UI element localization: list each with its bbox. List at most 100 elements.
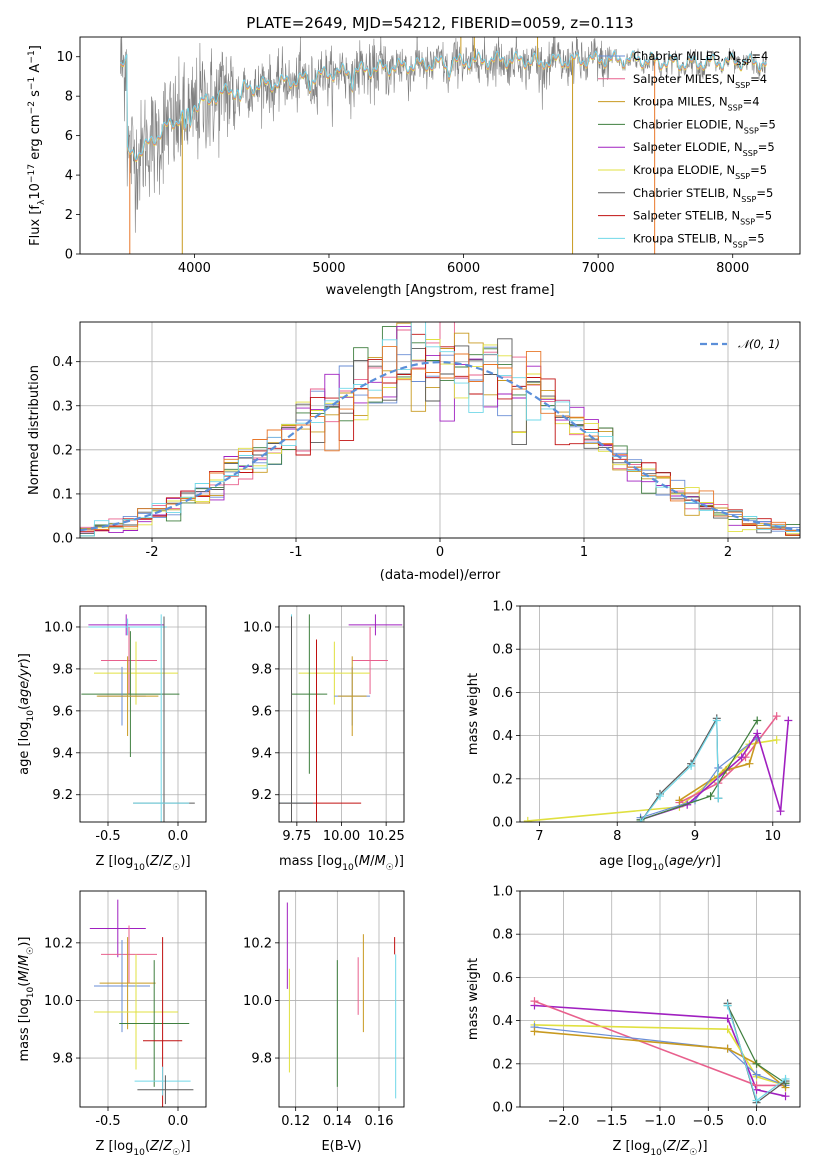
y-axis-label: mass weight [466, 673, 481, 755]
legend-label: Kroupa STELIB, NSSP=5 [633, 231, 765, 249]
x-tick-label: 9 [691, 829, 699, 844]
y-tick-label: 10.2 [44, 936, 73, 951]
x-tick-label: 5000 [312, 261, 345, 276]
x-tick-label: −1.0 [644, 1114, 676, 1129]
series-line [534, 1030, 787, 1089]
y-tick-label: 0.1 [52, 487, 73, 502]
x-tick-label: 0.16 [365, 1114, 394, 1129]
data-point-marker [781, 1092, 790, 1101]
y-tick-label: 9.6 [251, 704, 272, 719]
x-tick-label: 4000 [178, 261, 211, 276]
legend-label: Salpeter ELODIE, NSSP=5 [633, 140, 775, 158]
y-axis-label: age [log10(age/yr)] [17, 653, 36, 775]
spectrum-model-line [120, 50, 767, 161]
x-tick-label: 1 [580, 545, 588, 560]
x-tick-label: 0.0 [168, 829, 189, 844]
y-tick-label: 9.2 [251, 788, 272, 803]
series-line [678, 737, 758, 802]
histogram-step [80, 322, 800, 537]
y-tick-label: 9.2 [52, 788, 73, 803]
x-axis-label: Z [log10(Z/Z☉)] [95, 854, 190, 873]
data-point-marker [772, 735, 781, 744]
x-tick-label: 10 [765, 829, 782, 844]
y-tick-label: 0.6 [492, 686, 513, 701]
y-axis-label: Flux [fλ10−17 erg cm−2 s−1 A−1] [27, 45, 47, 246]
x-tick-label: 7 [535, 829, 543, 844]
y-tick-label: 10.2 [243, 936, 272, 951]
x-tick-label: 6000 [447, 261, 480, 276]
legend-label: Kroupa MILES, NSSP=4 [633, 95, 760, 113]
data-point-marker [712, 716, 721, 725]
panel-massweight-vs-Z: −2.0 −1.5 −1.0 −0.5 0.0 0.0 0.2 0.4 0.6 0.8 1.0 Z [… [466, 885, 801, 1158]
legend-label: Salpeter MILES, NSSP=4 [633, 72, 767, 90]
y-tick-label: 2 [65, 208, 73, 223]
x-axis-label: Z [log10(Z/Z☉)] [95, 1139, 190, 1158]
y-tick-label: 0.0 [52, 532, 73, 547]
y-tick-label: 10.0 [44, 620, 73, 635]
data-point-marker [776, 807, 785, 816]
x-tick-label: 8 [613, 829, 621, 844]
panel-mass-vs-Z: -0.5 0.0 9.8 10.0 10.2 Z [log10(Z/Z☉)] mass [l… [17, 890, 207, 1158]
y-tick-label: 0.4 [492, 1014, 513, 1029]
y-tick-label: 1.0 [492, 885, 513, 900]
data-point-marker [745, 759, 754, 768]
y-tick-label: 0.3 [52, 399, 73, 414]
y-tick-label: 9.8 [52, 662, 73, 677]
data-point-marker [752, 1070, 761, 1079]
axes-frame [519, 890, 801, 1108]
axes-frame [79, 605, 207, 823]
y-tick-label: 10 [56, 50, 73, 65]
y-tick-label: 9.8 [251, 1052, 272, 1067]
data-point-marker [753, 716, 762, 725]
y-tick-label: 0.2 [52, 443, 73, 458]
y-tick-label: 0.4 [492, 729, 513, 744]
axes-frame [278, 890, 405, 1108]
histogram-step [80, 338, 800, 535]
x-tick-label: 0.0 [168, 1114, 189, 1129]
data-point-marker [752, 1096, 761, 1105]
y-tick-label: 9.8 [251, 662, 272, 677]
spectrum-data-line [120, 37, 767, 233]
x-axis-label: (data-model)/error [380, 568, 501, 583]
legend-label: Chabrier STELIB, NSSP=5 [633, 186, 773, 204]
data-point-marker [675, 796, 684, 805]
y-tick-label: 4 [65, 169, 73, 184]
y-tick-label: 0.4 [52, 355, 73, 370]
y-tick-label: 0.2 [492, 1057, 513, 1072]
y-tick-label: 1.0 [492, 600, 513, 615]
axes-frame [79, 321, 801, 539]
histogram-step [80, 333, 800, 536]
x-tick-label: −2.0 [548, 1114, 580, 1129]
data-point-marker [656, 792, 664, 801]
figure-title: PLATE=2649, MJD=54212, FIBERID=0059, z=0… [246, 14, 633, 32]
data-point-marker [706, 792, 715, 801]
data-point-marker [753, 729, 762, 738]
axes-frame [519, 605, 801, 823]
x-tick-label: -0.5 [95, 1114, 120, 1129]
panel-age-vs-mass: 9.75 10.00 10.25 9.2 9.4 9.6 9.8 10.0 mass [log1… [243, 605, 405, 873]
data-point-marker [737, 753, 746, 762]
y-axis-label: mass weight [466, 958, 481, 1040]
series-line [534, 1026, 786, 1086]
data-point-marker [781, 1074, 790, 1083]
y-tick-label: 9.4 [52, 746, 73, 761]
x-tick-label: 8000 [716, 261, 749, 276]
x-axis-label: mass [log10(M/M☉)] [279, 854, 404, 873]
x-tick-label: 9.75 [282, 829, 311, 844]
x-tick-label: 7000 [582, 261, 615, 276]
y-tick-label: 9.8 [52, 1052, 73, 1067]
series-line [679, 715, 778, 804]
legend-label: Chabrier MILES, NSSP=4 [633, 49, 768, 67]
data-point-marker [530, 1027, 539, 1036]
data-point-marker [784, 716, 793, 725]
histogram-step [80, 346, 800, 531]
y-tick-label: 10.0 [243, 994, 272, 1009]
legend-label: Kroupa ELODIE, NSSP=5 [633, 163, 767, 181]
x-tick-label: 0.0 [746, 1114, 767, 1129]
x-tick-label: 0.14 [323, 1114, 352, 1129]
x-tick-label: −0.5 [692, 1114, 724, 1129]
legend-label: Chabrier ELODIE, NSSP=5 [633, 117, 776, 135]
y-tick-label: 10.0 [44, 994, 73, 1009]
axes-frame [79, 36, 801, 255]
